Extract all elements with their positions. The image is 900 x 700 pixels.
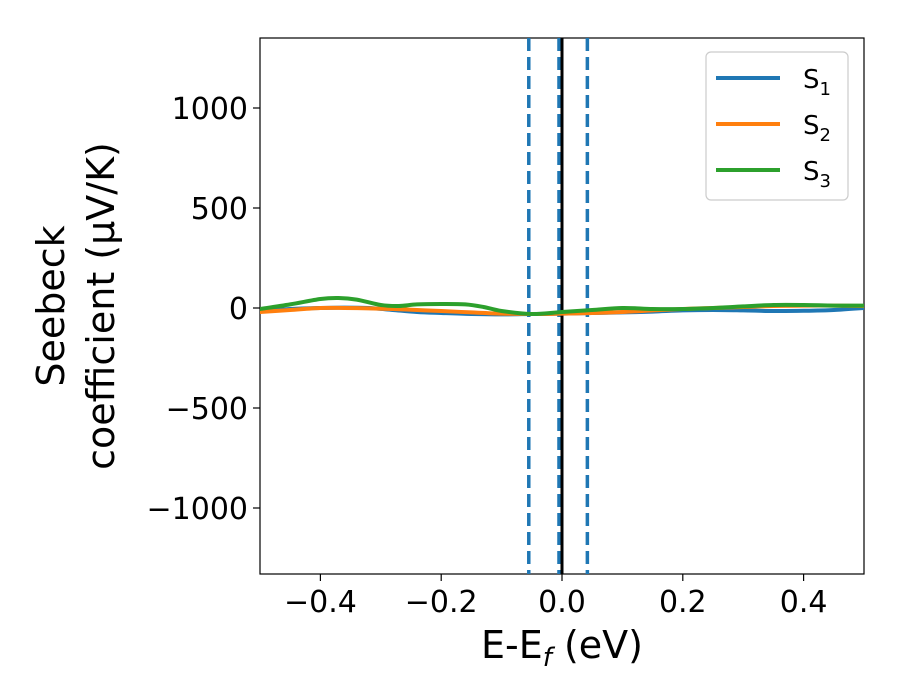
- y-axis-title-line2: coefficient (μV/K): [79, 142, 123, 470]
- series-lines: [260, 295, 864, 317]
- y-tick-label: 500: [191, 192, 248, 227]
- y-tick-label: −1000: [147, 492, 248, 527]
- legend-label-s1: S1: [803, 65, 831, 100]
- x-tick-label: 0.0: [538, 585, 586, 620]
- x-ticks: −0.4 −0.2 0.0 0.2 0.4: [284, 574, 827, 620]
- y-tick-label: −500: [166, 392, 248, 427]
- legend: S1 S2 S3: [705, 51, 849, 201]
- legend-label-s2: S2: [803, 111, 831, 146]
- x-tick-label: −0.2: [405, 585, 478, 620]
- x-tick-label: 0.2: [659, 585, 707, 620]
- x-axis-title-main: E-E: [481, 623, 543, 667]
- vertical-reference-lines: [527, 38, 590, 574]
- legend-label-s3: S3: [803, 157, 831, 192]
- series-line-s3: [260, 295, 864, 317]
- y-tick-label: 1000: [172, 92, 248, 127]
- y-tick-label: 0: [229, 292, 248, 327]
- x-axis-title-unit: (eV): [552, 623, 643, 667]
- y-ticks: −1000 −500 0 500 1000: [147, 92, 260, 527]
- y-axis-title-line1: Seebeck: [29, 225, 73, 386]
- x-axis-title: E-Ef (eV): [481, 623, 643, 673]
- x-tick-label: −0.4: [284, 585, 357, 620]
- x-tick-label: 0.4: [780, 585, 828, 620]
